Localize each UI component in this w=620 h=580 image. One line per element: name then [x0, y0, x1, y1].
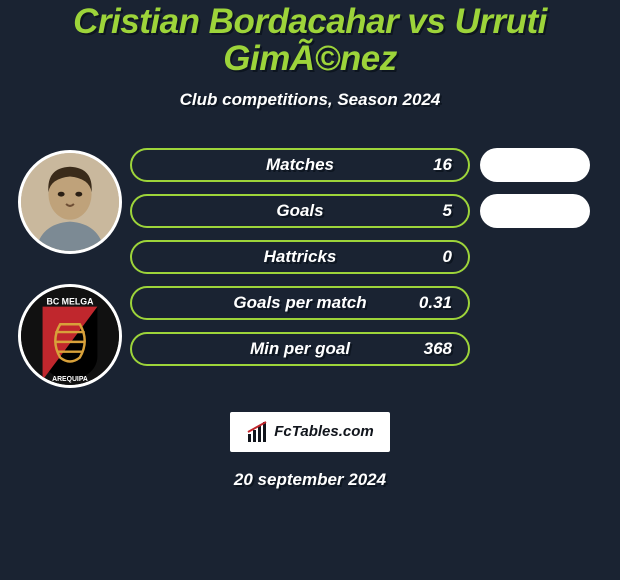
stat-value: 0.31	[419, 293, 452, 313]
crest-text-bottom: AREQUIPA	[52, 376, 88, 383]
page-title: Cristian Bordacahar vs Urruti GimÃ©nez	[0, 4, 620, 78]
stat-label: Min per goal	[132, 339, 468, 359]
stat-value: 5	[443, 201, 452, 221]
subtitle: Club competitions, Season 2024	[180, 90, 441, 110]
logo-text: FcTables.com	[274, 423, 373, 440]
avatar-placeholder-icon	[21, 153, 119, 251]
stat-pill: Goals 5	[130, 194, 470, 228]
comparison-card: Cristian Bordacahar vs Urruti GimÃ©nez C…	[0, 0, 620, 580]
stat-label: Goals	[132, 201, 468, 221]
stat-value: 16	[433, 155, 452, 175]
stat-pill: Min per goal 368	[130, 332, 470, 366]
source-logo: FcTables.com	[230, 412, 390, 452]
blank-pill	[480, 194, 590, 228]
stat-label: Matches	[132, 155, 468, 175]
barchart-icon	[246, 420, 270, 444]
stat-label: Hattricks	[132, 247, 468, 267]
stat-value: 368	[424, 339, 452, 359]
right-column	[470, 140, 590, 228]
blank-pill	[480, 148, 590, 182]
stat-pill: Matches 16	[130, 148, 470, 182]
player-avatar	[18, 150, 122, 254]
club-crest: BC MELGA AREQUIPA	[18, 284, 122, 388]
date-text: 20 september 2024	[234, 470, 386, 490]
content-row: BC MELGA AREQUIPA Matches 16 Goals 5 Hat…	[0, 140, 620, 388]
stat-bars: Matches 16 Goals 5 Hattricks 0 Goals per…	[130, 140, 470, 366]
crest-text-top: BC MELGA	[47, 296, 95, 306]
stat-value: 0	[443, 247, 452, 267]
stat-pill: Hattricks 0	[130, 240, 470, 274]
left-column: BC MELGA AREQUIPA	[10, 140, 130, 388]
club-crest-icon: BC MELGA AREQUIPA	[21, 287, 119, 385]
stat-label: Goals per match	[132, 293, 468, 313]
stat-pill: Goals per match 0.31	[130, 286, 470, 320]
